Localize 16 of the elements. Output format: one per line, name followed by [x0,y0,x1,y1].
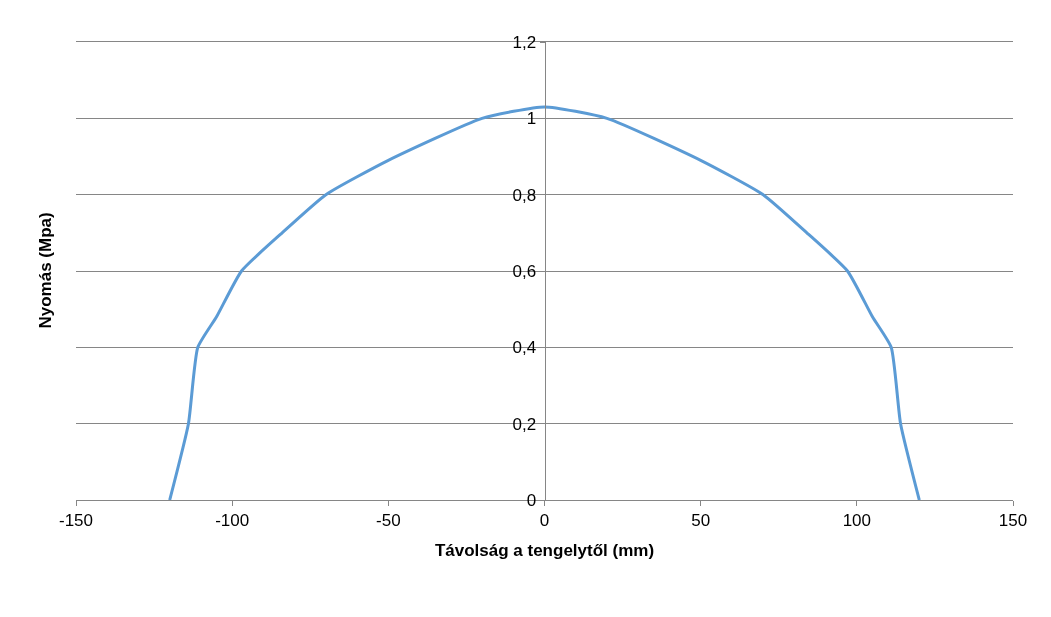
x-tick-label: 0 [539,511,550,531]
x-tick-label: -100 [215,511,250,531]
y-tick-label: 0,4 [512,338,537,358]
y-tick-label: 0,6 [512,261,537,281]
y-tick-label: 0,2 [512,414,537,434]
x-tick-label: 50 [691,511,711,531]
y-axis-title: Nyomás (Mpa) [35,212,55,329]
x-tick-label: -50 [376,511,401,531]
y-tick-label: 1 [526,109,537,129]
x-tick-label: 100 [842,511,872,531]
y-tick-label: 0,8 [512,185,537,205]
x-tick-label: 150 [998,511,1028,531]
y-tick-label: 1,2 [512,32,537,52]
x-tick-label: -150 [58,511,94,531]
y-tick-label: 0 [526,490,537,510]
x-axis-title: Távolság a tengelytől (mm) [434,540,655,560]
